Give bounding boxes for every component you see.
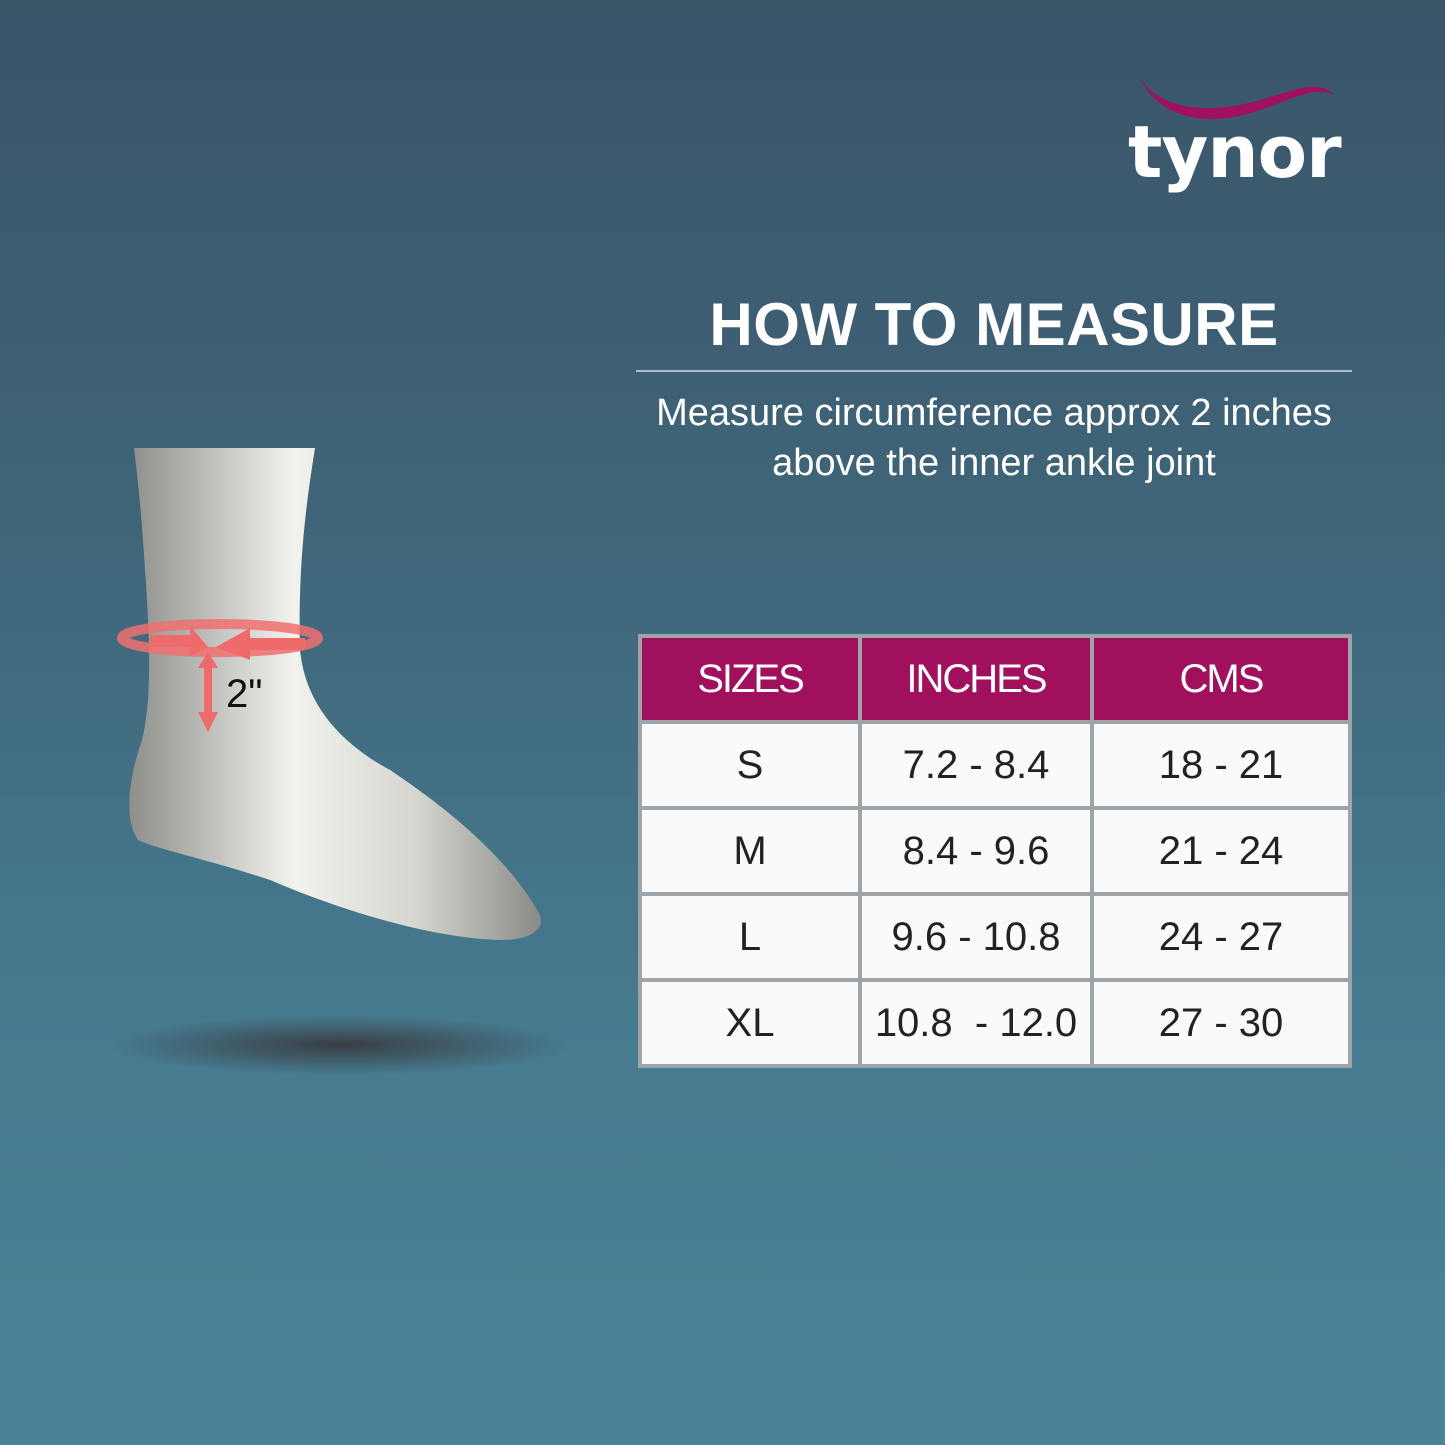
- inches-cell: 7.2 - 8.4: [862, 724, 1090, 806]
- size-cell: M: [642, 810, 858, 892]
- inches-cell: 10.8 - 12.0: [862, 982, 1090, 1064]
- cms-cell: 24 - 27: [1094, 896, 1348, 978]
- measure-label: 2": [226, 672, 263, 716]
- table-header-row: SIZES INCHES CMS: [642, 638, 1348, 720]
- foot-illustration: [110, 448, 570, 1075]
- inches-cell: 8.4 - 9.6: [862, 810, 1090, 892]
- table-row: M 8.4 - 9.6 21 - 24: [642, 810, 1348, 892]
- size-cell: L: [642, 896, 858, 978]
- circumference-arrow-icon: [117, 619, 323, 660]
- cms-cell: 27 - 30: [1094, 982, 1348, 1064]
- divider: [636, 370, 1352, 372]
- header-inches: INCHES: [862, 638, 1090, 720]
- cms-cell: 18 - 21: [1094, 724, 1348, 806]
- table-row: XL 10.8 - 12.0 27 - 30: [642, 982, 1348, 1064]
- inches-cell: 9.6 - 10.8: [862, 896, 1090, 978]
- cms-cell: 21 - 24: [1094, 810, 1348, 892]
- logo-swoosh-icon: [1140, 78, 1335, 120]
- size-cell: S: [642, 724, 858, 806]
- logo-text: tynor: [1128, 110, 1342, 194]
- instruction-text: Measure circumference approx 2 inches ab…: [656, 392, 1332, 484]
- size-cell: XL: [642, 982, 858, 1064]
- header-cms: CMS: [1094, 638, 1348, 720]
- size-chart-table: SIZES INCHES CMS S 7.2 - 8.4 18 - 21 M 8…: [638, 634, 1352, 1068]
- header-sizes: SIZES: [642, 638, 858, 720]
- tynor-logo: tynor: [1120, 70, 1360, 200]
- table-row: S 7.2 - 8.4 18 - 21: [642, 724, 1348, 806]
- table-row: L 9.6 - 10.8 24 - 27: [642, 896, 1348, 978]
- height-arrow-icon: [198, 652, 218, 732]
- page-title: HOW TO MEASURE: [709, 291, 1279, 358]
